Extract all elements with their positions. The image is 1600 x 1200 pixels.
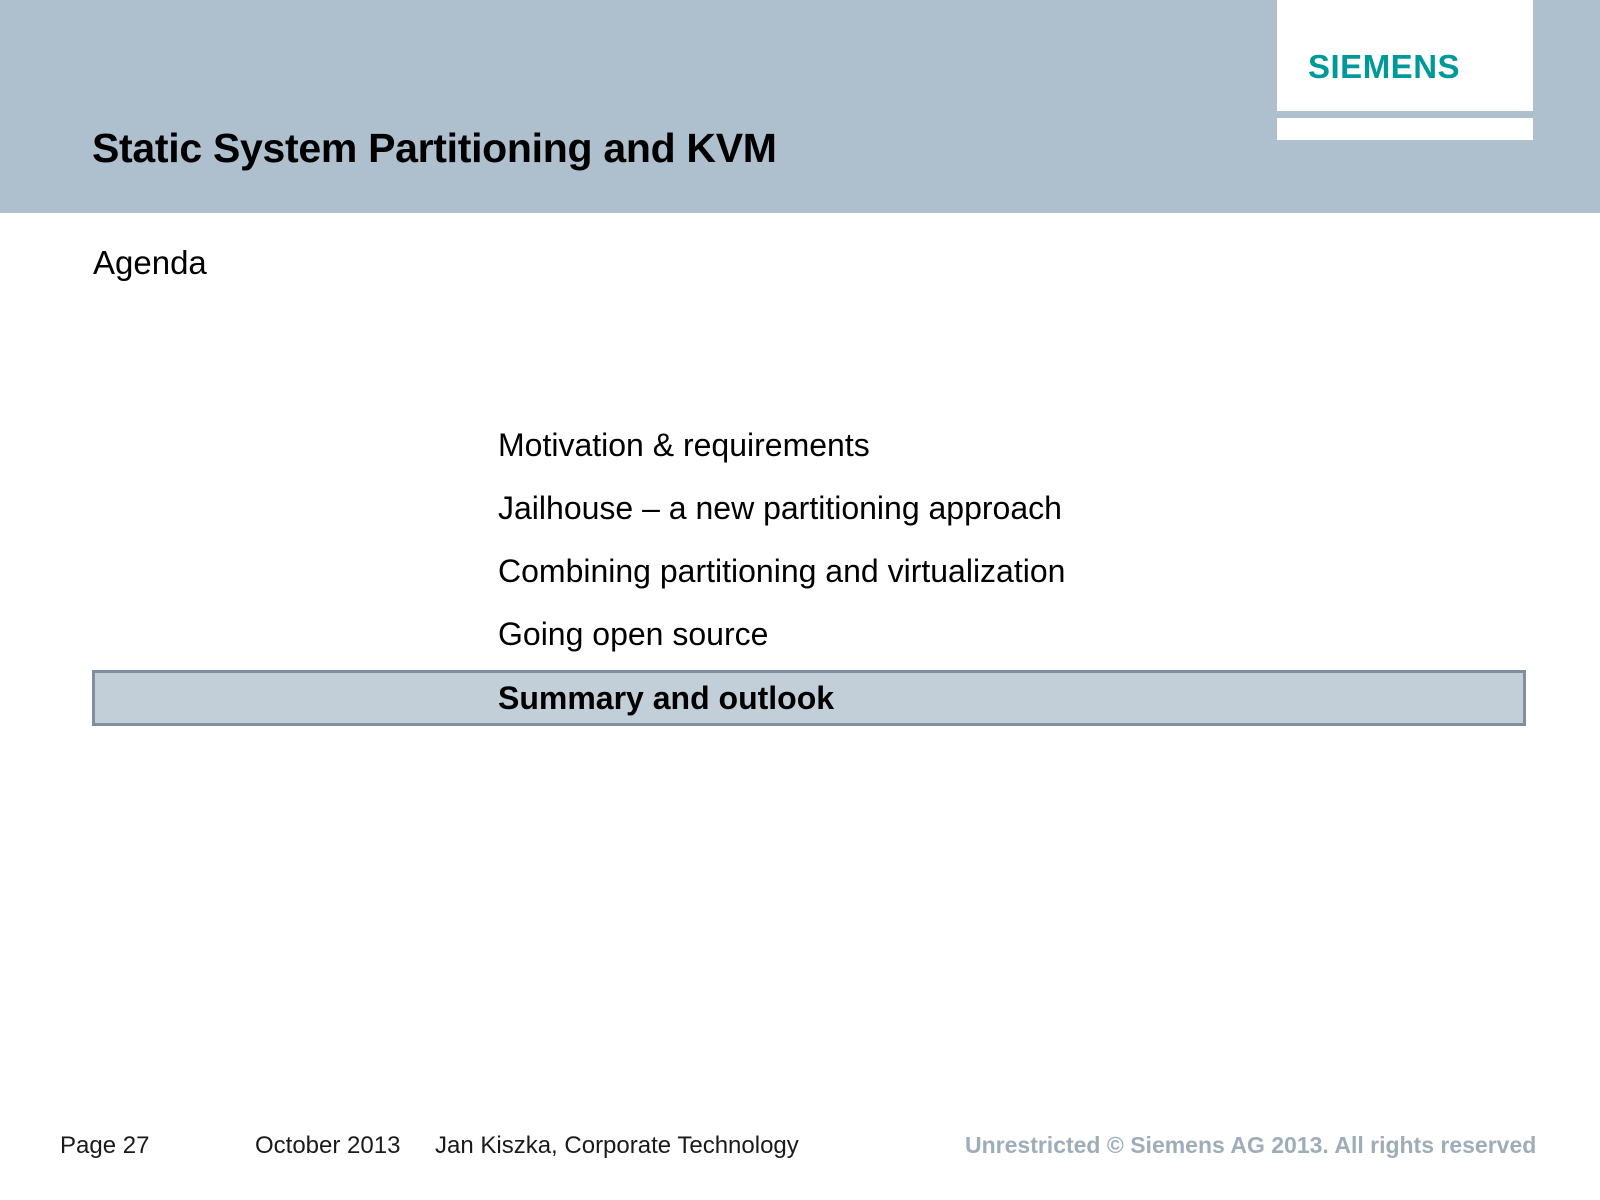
- agenda-item-label: Summary and outlook: [498, 680, 835, 716]
- siemens-wordmark: SIEMENS: [1308, 48, 1461, 85]
- footer-date: October 2013: [255, 1132, 401, 1159]
- agenda-item-combining[interactable]: Combining partitioning and virtualizatio…: [0, 544, 1600, 607]
- slide-footer: Page 27 October 2013 Jan Kiszka, Corpora…: [0, 1124, 1600, 1184]
- agenda-item-summary[interactable]: Summary and outlook: [0, 670, 1600, 733]
- agenda-item-label: Jailhouse – a new partitioning approach: [498, 490, 1062, 526]
- agenda-item-label: Motivation & requirements: [498, 427, 870, 463]
- siemens-logo: SIEMENS: [1277, 0, 1533, 111]
- agenda-item-open-source[interactable]: Going open source: [0, 607, 1600, 670]
- logo-underbar: [1277, 118, 1533, 140]
- footer-author: Jan Kiszka, Corporate Technology: [435, 1132, 799, 1159]
- footer-copyright: Unrestricted © Siemens AG 2013. All righ…: [965, 1132, 1537, 1158]
- agenda-item-label: Going open source: [498, 616, 769, 652]
- page-title: Static System Partitioning and KVM: [92, 125, 777, 171]
- agenda-active-highlight: [92, 670, 1526, 726]
- section-label: Agenda: [93, 244, 207, 281]
- footer-page-number: Page 27: [60, 1132, 150, 1159]
- agenda-item-motivation[interactable]: Motivation & requirements: [0, 418, 1600, 481]
- agenda-list: Motivation & requirements Jailhouse – a …: [0, 418, 1600, 733]
- agenda-item-label: Combining partitioning and virtualizatio…: [498, 553, 1066, 589]
- agenda-item-jailhouse[interactable]: Jailhouse – a new partitioning approach: [0, 481, 1600, 544]
